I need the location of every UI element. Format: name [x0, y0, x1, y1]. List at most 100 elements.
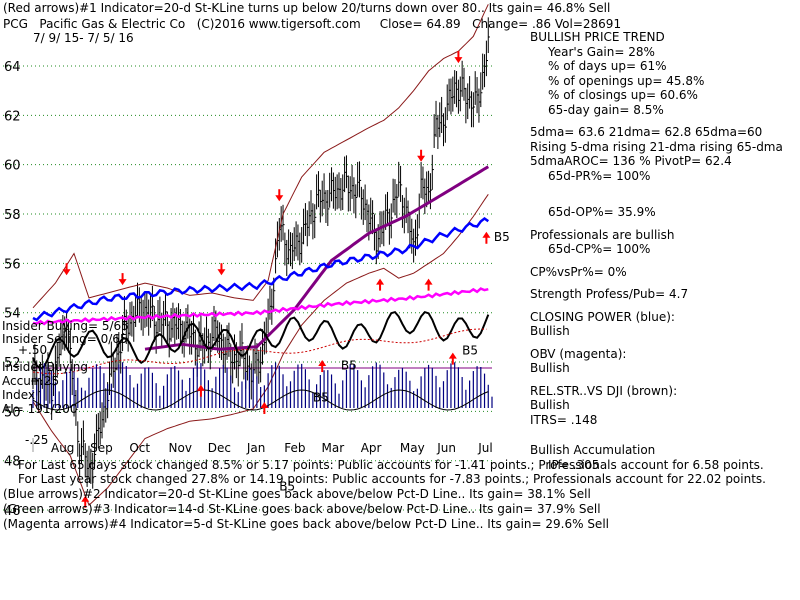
change-label: Change=	[472, 17, 529, 31]
index-label: Index	[2, 388, 36, 402]
pct-days-up: % of days up= 61%	[548, 59, 667, 73]
signal-arrowhead	[81, 495, 90, 502]
cp-vs-pr: CP%vsPr%= 0%	[530, 264, 627, 279]
y-tick-label: 56	[4, 257, 21, 272]
trend-title: BULLISH PRICE TREND	[530, 30, 665, 44]
month-label: May	[400, 441, 425, 455]
upper_band-line	[32, 4, 489, 309]
day65-gain: 65-day gain= 8.5%	[548, 102, 664, 117]
relstr-label: REL.STR..VS DJI (brown):	[530, 383, 678, 398]
vol-value: 28691	[582, 17, 622, 31]
dma-values: 5dma= 63.6 21dma= 62.8 65dma=60	[530, 125, 763, 139]
y-tick-label: 64	[4, 60, 21, 75]
cp-pct: 65d-CP%= 100%	[548, 242, 651, 256]
ticker: PCG	[3, 17, 28, 31]
obv-line	[32, 287, 489, 326]
month-label: Jun	[436, 441, 456, 455]
signal-arrowhead	[196, 384, 205, 391]
rel-strength-ma	[32, 328, 487, 375]
month-label: Sep	[90, 441, 113, 455]
y-tick-label: 52	[4, 356, 21, 371]
strength-ratio: Strength Profess/Pub= 4.7	[530, 287, 689, 301]
signal-arrowhead	[448, 352, 457, 359]
aroc-pivot: 5dmaAROC= 136 % PivotP= 62.4	[530, 154, 732, 168]
y-tick-label: 46	[4, 504, 21, 519]
insider-buying-2: Insider Buying	[2, 360, 88, 374]
signal-arrowhead	[260, 401, 269, 408]
b5-label: B5	[313, 391, 329, 405]
header-line: PCG Pacific Gas & Electric Co (C)2016 ww…	[3, 18, 621, 31]
footer-line-2: For Last year stock changed 27.8% or 14.…	[18, 472, 766, 486]
month-label: Dec	[208, 441, 231, 455]
closing-power-value: Bullish	[530, 324, 570, 338]
month-label: Jan	[246, 441, 266, 455]
closing-power-label: CLOSING POWER (blue):	[530, 309, 675, 324]
signal-arrowhead	[376, 278, 385, 285]
ip-value: IP= .305	[548, 457, 600, 472]
signal-arrowhead	[482, 231, 491, 238]
footer-line-4: (Green arrows)#3 Indicator=14-d St-KLine…	[3, 502, 601, 516]
change-value: .86	[531, 17, 552, 31]
close-label: Close=	[379, 17, 423, 31]
accum-label-left: Accum	[2, 374, 43, 388]
b5-label: B5	[341, 358, 357, 372]
pct-openings-up: % of openings up= 45.8%	[548, 73, 705, 88]
company-name: Pacific Gas & Electric Co	[39, 17, 186, 31]
month-label: Jul	[477, 441, 492, 455]
signal-arrowhead	[62, 269, 71, 276]
op-pct: 65d-OP%= 35.9%	[548, 205, 656, 219]
date-range: 7/ 9/ 15- 7/ 5/ 16	[33, 31, 134, 45]
month-label: Aug	[51, 441, 74, 455]
copyright: (C)2016 www.tigersoft.com	[196, 17, 361, 31]
signal-arrowhead	[318, 360, 327, 367]
insider-buying: Insider Buying= 5/65	[2, 319, 129, 333]
footer-line-3: (Blue arrows)#2 Indicator=20-d St-KLine …	[3, 487, 591, 501]
rising-dma: Rising 5-dma rising 21-dma rising 65-dma	[530, 139, 783, 154]
obv-label: OBV (magenta):	[530, 346, 627, 361]
pr-pct: 65d-PR%= 100%	[548, 168, 651, 183]
footer-line-5: (Magenta arrows)#4 Indicator=5-d St-KLin…	[3, 517, 609, 531]
signal-arrowhead	[454, 57, 463, 64]
itrs-value: ITRS= .148	[530, 412, 598, 427]
b5-label: B5	[462, 344, 478, 358]
y-tick-label: 54	[4, 307, 21, 322]
accum-label: Bullish Accumulation	[530, 443, 656, 457]
month-label: Nov	[169, 441, 192, 455]
obv-value: Bullish	[530, 361, 570, 375]
y-tick-label: 58	[4, 208, 21, 223]
closing-power-line	[32, 216, 490, 322]
b5-label: B5	[494, 230, 510, 244]
signal-arrowhead	[118, 279, 127, 286]
indicator1-text: (Red arrows)#1 Indicator=20-d St-KLine t…	[3, 1, 611, 15]
level-plus50: +.50	[18, 343, 48, 357]
pct-closings-up: % of closings up= 60.6%	[548, 88, 698, 102]
signal-arrowhead	[217, 269, 226, 276]
y-tick-label: 62	[4, 109, 21, 124]
month-label: Oct	[129, 441, 150, 455]
month-label: Feb	[284, 441, 305, 455]
footer-line-1: For Last 65 days stock changed 8.5% or 5…	[18, 458, 764, 472]
accum-ma-line	[32, 389, 489, 411]
signal-arrowhead	[275, 195, 284, 202]
insider-selling: Insider Selling= 0/65	[2, 332, 128, 346]
level-plus25: +.25	[30, 374, 60, 388]
signal-arrowhead	[417, 155, 426, 162]
level-minus25: -.25	[25, 433, 49, 447]
month-label: Apr	[361, 441, 382, 455]
stats-panel: BULLISH PRICE TREND Year's Gain= 28% % o…	[530, 30, 795, 472]
professionals-status: Professionals are bullish	[530, 227, 675, 242]
y-tick-label: 50	[4, 405, 21, 420]
vol-label: Vol=	[554, 17, 583, 31]
close-value: 64.89	[426, 17, 461, 31]
b5-label: B5	[279, 479, 295, 493]
relative-strength-line	[32, 310, 490, 371]
relstr-value: Bullish	[530, 398, 570, 412]
years-gain: Year's Gain= 28%	[548, 44, 655, 59]
ma65-line	[144, 165, 490, 351]
y-tick-label: 60	[4, 159, 21, 174]
ai-value: AI= 191/200	[2, 402, 78, 416]
signal-arrowhead	[424, 278, 433, 285]
month-label: Mar	[322, 441, 345, 455]
y-tick-label: 48	[4, 455, 21, 470]
